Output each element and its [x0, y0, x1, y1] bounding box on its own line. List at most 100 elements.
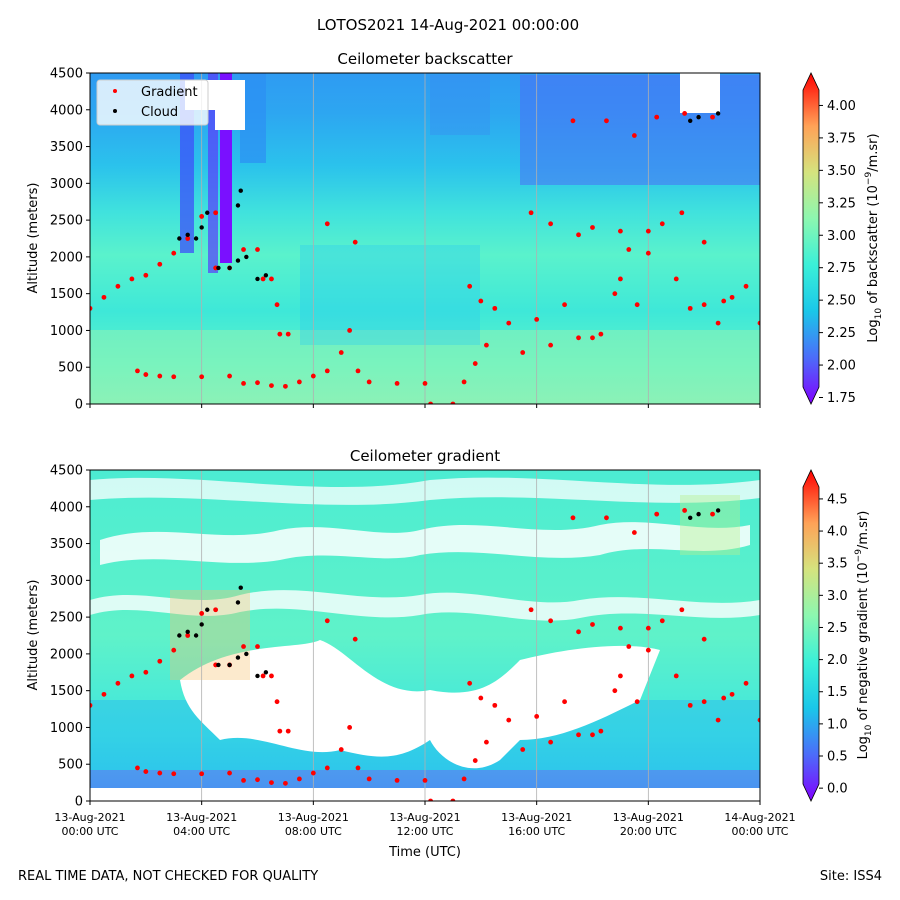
gradient-gradient-point — [715, 717, 721, 723]
backscatter-gradient-point — [324, 221, 330, 227]
gradient-colorbar-tick-label: 0.5 — [827, 750, 848, 765]
backscatter-gradient-point — [534, 317, 540, 322]
gradient-gradient-point — [472, 758, 478, 763]
backscatter-cloud-point — [715, 111, 721, 116]
backscatter-cloud-point — [263, 273, 269, 278]
backscatter-gradient-point — [338, 350, 344, 355]
gradient-cloud-point — [255, 673, 260, 679]
gradient-cloud-point — [177, 633, 182, 638]
gradient-gradient-point — [679, 607, 685, 613]
gradient-colorbar-ticks: 0.0 0.5 1.0 1.5 2.0 2.5 3.0 3.5 4.0 4.5 — [819, 492, 848, 797]
backscatter-ylabel: Altitude (meters) — [26, 183, 41, 294]
gradient-gradient-point — [534, 714, 540, 719]
backscatter-gradient-point — [729, 294, 735, 300]
gradient-ylabel: Altitude (meters) — [26, 580, 41, 691]
gradient-gradient-point — [260, 673, 266, 679]
backscatter-gradient-point — [472, 361, 478, 366]
gradient-gradient-point — [269, 673, 274, 679]
backscatter-gradient-point — [255, 247, 260, 252]
gradient-colorbar: 0.0 0.5 1.0 1.5 2.0 2.5 3.0 3.5 4.0 4.5 Log10 of … — [802, 469, 874, 802]
gradient-gradient-point — [241, 644, 246, 649]
backscatter-cloud-point — [227, 265, 232, 271]
gradient-gradient-point — [506, 717, 512, 723]
gradient-xtick-label: 14-Aug-2021 — [724, 811, 795, 824]
gradient-gradient-point — [673, 673, 679, 679]
gradient-gradient-point — [324, 765, 330, 771]
gradient-gradient-point — [590, 732, 595, 738]
gradient-gradient-point — [626, 644, 632, 649]
backscatter-gradient-point — [576, 232, 581, 238]
backscatter-gradient-point — [634, 302, 640, 308]
gradient-ytick-label: 500 — [58, 758, 83, 773]
gradient-gradient-point — [255, 777, 260, 783]
backscatter-cloud-point — [177, 236, 182, 241]
backscatter-cloud-point — [235, 258, 241, 263]
gradient-gradient-point — [645, 625, 651, 631]
backscatter-ytick-label: 4500 — [50, 67, 83, 82]
gradient-gradient-point — [157, 770, 163, 776]
gradient-xlabel: Time (UTC) — [388, 845, 461, 860]
backscatter-colorbar: 1.75 2.00 2.25 2.50 2.75 3.00 3.25 3.50 3.75 4.00… — [802, 72, 884, 406]
gradient-gradient-point — [296, 776, 302, 782]
gradient-gradient-point — [604, 515, 609, 521]
gradient-gradient-point — [618, 625, 623, 631]
gradient-gradient-point — [478, 695, 484, 701]
backscatter-colorbar-bar — [802, 72, 820, 405]
gradient-gradient-point — [90, 702, 93, 708]
backscatter-gradient-point — [324, 368, 330, 374]
backscatter-colorbar-tick-label: 3.75 — [827, 131, 856, 146]
gradient-cloud-point — [193, 633, 199, 638]
gradient-colorbar-tick-label: 1.5 — [827, 685, 848, 700]
gradient-gradient-point — [548, 618, 554, 624]
gradient-colorbar-tick-label: 4.5 — [827, 492, 848, 507]
backscatter-ytick-label: 1500 — [50, 287, 83, 302]
backscatter-cloud-point — [696, 114, 701, 120]
backscatter-gradient-point — [701, 302, 707, 308]
backscatter-vgrid — [201, 73, 649, 404]
gradient-gradient-point — [394, 778, 400, 783]
backscatter-ytick-label: 0 — [75, 398, 83, 413]
backscatter-gradient-point — [710, 114, 715, 120]
backscatter-gradient-point — [199, 214, 205, 219]
gradient-gradient-point — [171, 647, 177, 653]
gradient-gradient-point — [659, 618, 665, 624]
backscatter-colorbar-tick-label: 3.25 — [827, 196, 856, 211]
gradient-gradient-point — [422, 778, 428, 783]
gradient-xtick-label: 12:00 UTC — [396, 825, 453, 838]
gradient-gradient-point — [576, 732, 581, 738]
figure-suptitle: LOTOS2021 14-Aug-2021 00:00:00 — [317, 16, 579, 34]
backscatter-gradient-point — [366, 379, 372, 385]
backscatter-gradient-point — [422, 381, 428, 386]
gradient-gradient-point — [135, 765, 140, 771]
gradient-ytick-label: 1500 — [50, 684, 83, 699]
backscatter-gradient-point — [171, 250, 177, 256]
gradient-xtick-label: 08:00 UTC — [285, 825, 342, 838]
gradient-gradient-point — [548, 739, 554, 745]
gradient-xtick-label: 13-Aug-2021 — [501, 811, 572, 824]
gradient-yticks: 0 500 1000 1500 2000 2500 3000 3500 4000 4500 — [50, 464, 90, 810]
backscatter-gradient-point — [743, 283, 749, 289]
legend-gradient-label: Gradient — [141, 85, 198, 100]
backscatter-ytick-label: 500 — [58, 361, 83, 376]
gradient-gradient-point — [710, 511, 715, 517]
backscatter-gradient-point — [461, 379, 467, 385]
backscatter-cloud-point — [199, 225, 204, 230]
backscatter-gradient-point — [576, 335, 581, 341]
gradient-gradient-point — [492, 702, 498, 708]
backscatter-gradient-point — [701, 239, 707, 245]
backscatter-gradient-point — [659, 221, 665, 227]
gradient-ytick-label: 0 — [75, 795, 83, 810]
backscatter-ytick-label: 3500 — [50, 140, 83, 155]
backscatter-gradient-point — [241, 247, 246, 252]
backscatter-gradient-point — [590, 225, 595, 230]
gradient-cloud-point — [235, 655, 241, 660]
backscatter-gradient-point — [171, 374, 177, 380]
backscatter-gradient-point — [687, 305, 693, 311]
backscatter-gradient-point — [255, 380, 260, 386]
gradient-gradient-point — [285, 728, 291, 734]
backscatter-cloud-point — [688, 118, 693, 124]
backscatter-colorbar-ticks: 1.75 2.00 2.25 2.50 2.75 3.00 3.25 3.50 3.75 4.00 — [819, 99, 856, 406]
backscatter-colorbar-label: Log10 of backscatter (10−9/m.sr) — [864, 133, 884, 342]
backscatter-gradient-points — [90, 111, 760, 404]
gradient-cloud-point — [238, 585, 243, 590]
